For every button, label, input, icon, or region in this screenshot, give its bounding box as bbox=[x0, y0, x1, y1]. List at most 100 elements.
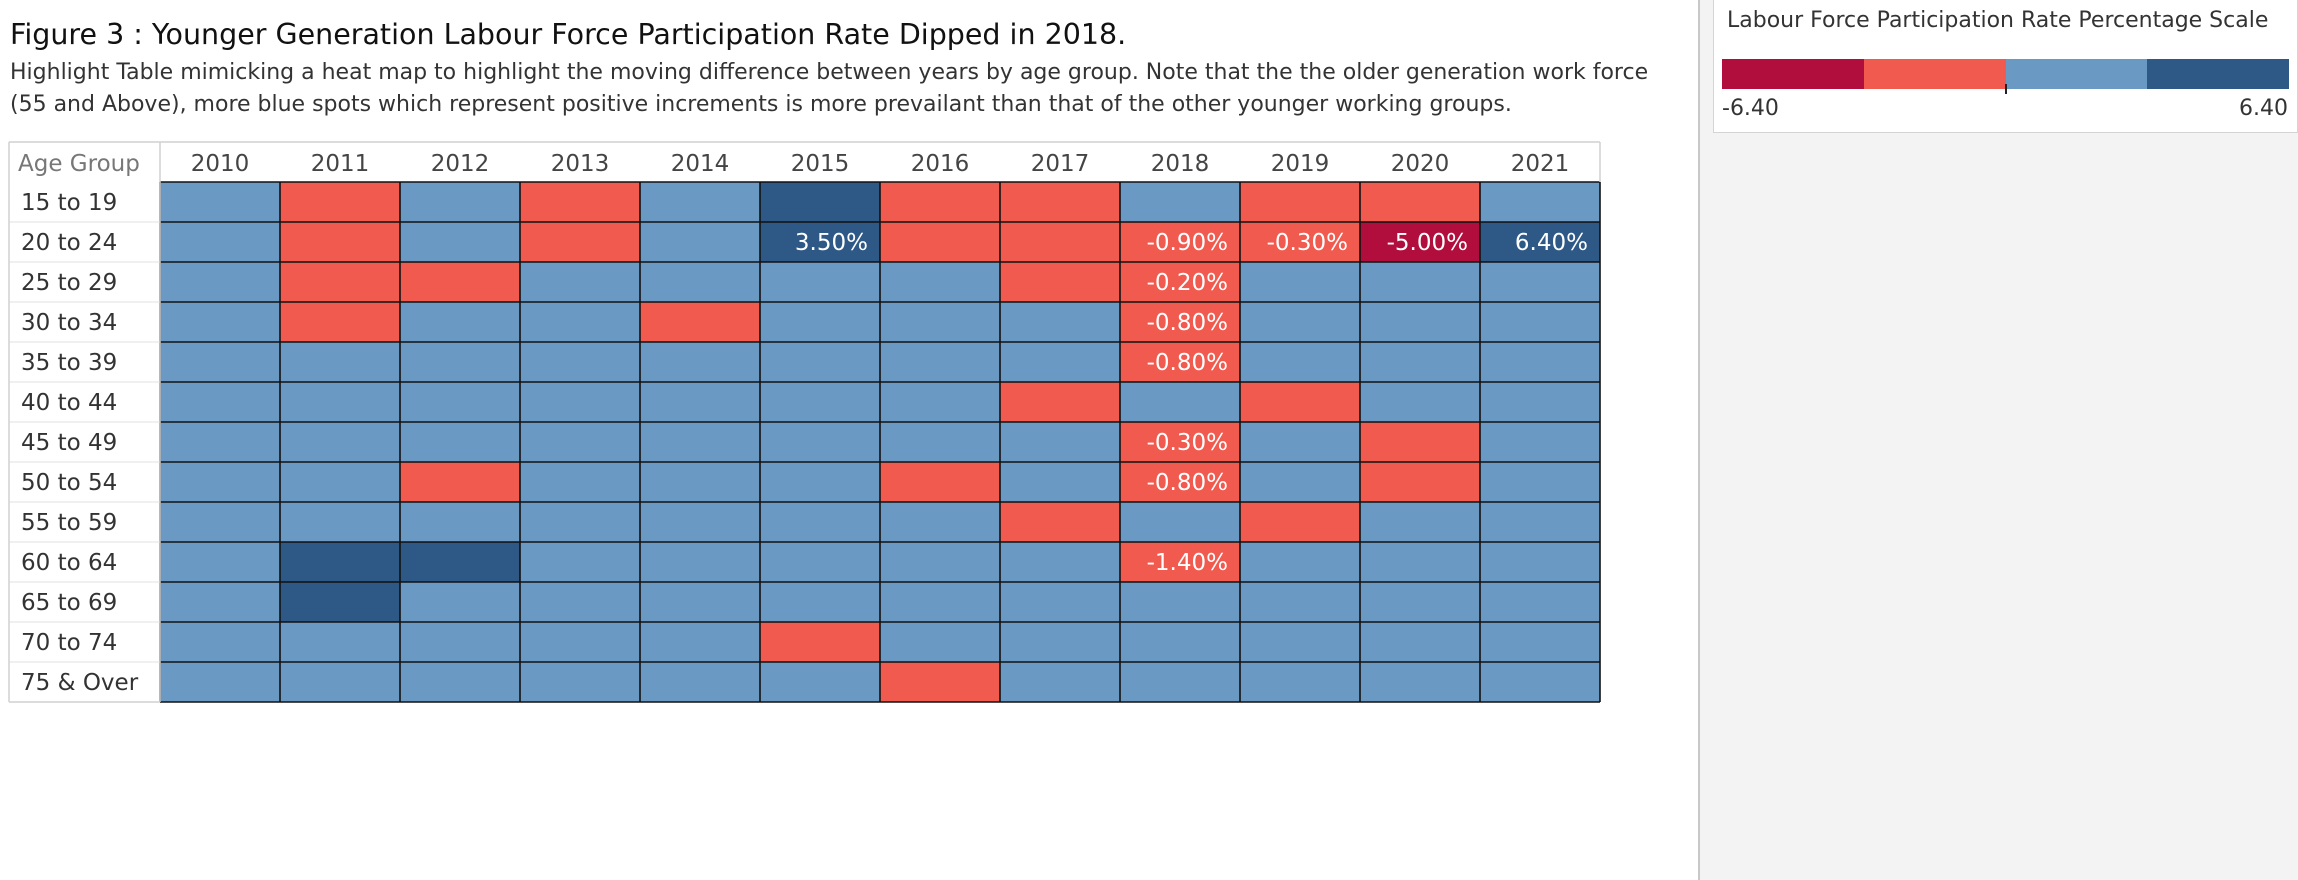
heatmap-cell bbox=[520, 542, 640, 582]
heatmap-chart: Age Group 2010 2011 2012 2013 2014 2015 2016 201… bbox=[8, 141, 1601, 703]
heatmap-cell bbox=[760, 542, 880, 582]
heatmap-cell bbox=[760, 582, 880, 622]
heatmap-cell bbox=[880, 502, 1000, 542]
legend-min-label: -6.40 bbox=[1722, 96, 1779, 121]
heatmap-cell bbox=[640, 622, 760, 662]
column-header: 2019 bbox=[1271, 151, 1330, 177]
heatmap-cell bbox=[1360, 262, 1480, 302]
cell-value-label: -0.90% bbox=[1147, 230, 1228, 256]
heatmap-cell bbox=[1480, 302, 1600, 342]
heatmap-cell bbox=[280, 662, 400, 702]
heatmap-cell bbox=[520, 622, 640, 662]
heatmap-cell bbox=[1240, 382, 1360, 422]
heatmap-cell bbox=[1480, 262, 1600, 302]
column-header: 2018 bbox=[1151, 151, 1210, 177]
heatmap-cell bbox=[1240, 582, 1360, 622]
column-header: 2021 bbox=[1511, 151, 1570, 177]
row-header-background bbox=[9, 182, 160, 702]
heatmap-cell bbox=[1240, 222, 1360, 262]
heatmap-cell bbox=[760, 662, 880, 702]
cell-value-label: -0.30% bbox=[1267, 230, 1348, 256]
row-label: 60 to 64 bbox=[21, 550, 117, 576]
heatmap-cell bbox=[520, 582, 640, 622]
heatmap-cell bbox=[1000, 302, 1120, 342]
heatmap-cell bbox=[640, 462, 760, 502]
heatmap-cell bbox=[640, 302, 760, 342]
legend-color-swatch bbox=[2005, 59, 2148, 89]
heatmap-cell bbox=[1000, 582, 1120, 622]
cell-value-label: 6.40% bbox=[1515, 230, 1588, 256]
heatmap-cell bbox=[880, 582, 1000, 622]
heatmap-cell bbox=[1240, 662, 1360, 702]
heatmap-cell bbox=[160, 302, 280, 342]
heatmap-cell bbox=[280, 182, 400, 222]
heatmap-cell bbox=[880, 342, 1000, 382]
heatmap-cell bbox=[520, 422, 640, 462]
cell-value-label: -0.80% bbox=[1147, 310, 1228, 336]
heatmap-cell bbox=[880, 382, 1000, 422]
heatmap-cell bbox=[1240, 262, 1360, 302]
heatmap-cell bbox=[1000, 662, 1120, 702]
heatmap-cell bbox=[880, 222, 1000, 262]
heatmap-cell bbox=[160, 542, 280, 582]
heatmap-cell bbox=[400, 422, 520, 462]
column-header: 2011 bbox=[311, 151, 370, 177]
heatmap-cell bbox=[880, 542, 1000, 582]
heatmap-cell bbox=[1480, 222, 1600, 262]
column-header: 2012 bbox=[431, 151, 490, 177]
heatmap-cell bbox=[1360, 462, 1480, 502]
heatmap-cell bbox=[400, 582, 520, 622]
column-header: 2014 bbox=[671, 151, 730, 177]
heatmap-cell bbox=[640, 422, 760, 462]
heatmap-cell bbox=[160, 462, 280, 502]
heatmap-cell bbox=[880, 302, 1000, 342]
heatmap-cell bbox=[1360, 622, 1480, 662]
heatmap-cell bbox=[1120, 222, 1240, 262]
heatmap-cell bbox=[640, 662, 760, 702]
heatmap-cell bbox=[1120, 342, 1240, 382]
heatmap-cell bbox=[520, 382, 640, 422]
heatmap-cell bbox=[760, 422, 880, 462]
heatmap-cell bbox=[160, 182, 280, 222]
legend-color-swatch bbox=[1863, 59, 2006, 89]
heatmap-cell bbox=[1120, 262, 1240, 302]
cell-value-label: -0.80% bbox=[1147, 470, 1228, 496]
column-header: 2016 bbox=[911, 151, 970, 177]
legend-color-swatch bbox=[1722, 59, 1864, 89]
heatmap-cell bbox=[880, 262, 1000, 302]
heatmap-cell bbox=[1480, 502, 1600, 542]
heatmap-cell bbox=[1120, 502, 1240, 542]
heatmap-cell bbox=[1240, 422, 1360, 462]
heatmap-cell bbox=[760, 382, 880, 422]
cell-value-label: -0.20% bbox=[1147, 270, 1228, 296]
heatmap-cell bbox=[760, 342, 880, 382]
heatmap-cell bbox=[400, 302, 520, 342]
heatmap-cell bbox=[760, 462, 880, 502]
heatmap-cell bbox=[280, 462, 400, 502]
heatmap-cell bbox=[1480, 662, 1600, 702]
heatmap-cell bbox=[1240, 622, 1360, 662]
right-side-panel bbox=[1698, 0, 2298, 880]
heatmap-cell bbox=[640, 342, 760, 382]
heatmap-cell bbox=[1360, 342, 1480, 382]
column-header: 2020 bbox=[1391, 151, 1450, 177]
heatmap-cell bbox=[880, 182, 1000, 222]
heatmap-cell bbox=[280, 502, 400, 542]
heatmap-cell bbox=[520, 302, 640, 342]
heatmap-cell bbox=[1360, 502, 1480, 542]
row-label: 20 to 24 bbox=[21, 230, 117, 256]
legend-title: Labour Force Participation Rate Percenta… bbox=[1727, 8, 2269, 33]
heatmap-cell bbox=[1000, 182, 1120, 222]
heatmap-cell bbox=[280, 422, 400, 462]
chart-subtitle: Highlight Table mimicking a heat map to … bbox=[10, 60, 1649, 117]
heatmap-cell bbox=[1120, 542, 1240, 582]
heatmap-cell bbox=[1000, 342, 1120, 382]
heatmap-cell bbox=[160, 422, 280, 462]
heatmap-cell bbox=[760, 222, 880, 262]
heatmap-cell bbox=[1360, 382, 1480, 422]
heatmap-cell bbox=[1360, 222, 1480, 262]
heatmap-cell bbox=[400, 262, 520, 302]
column-header: 2015 bbox=[791, 151, 850, 177]
heatmap-cell bbox=[400, 662, 520, 702]
heatmap-cell bbox=[880, 462, 1000, 502]
